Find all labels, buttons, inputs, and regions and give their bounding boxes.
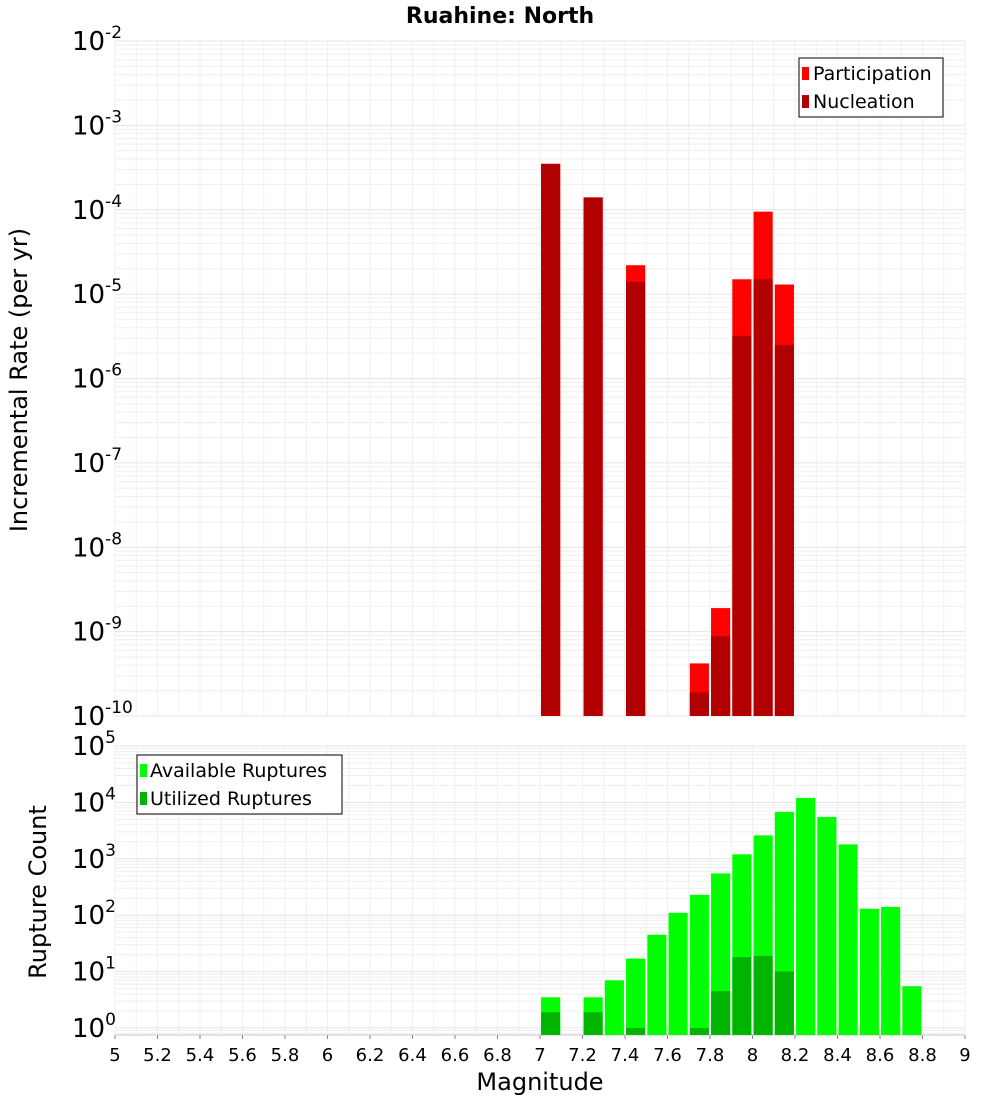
- legend-swatch-participation: [802, 67, 809, 80]
- x-tick-label: 8.2: [781, 1045, 810, 1066]
- y-tick-label: 10-4: [72, 192, 122, 226]
- bar-available-ruptures: [838, 844, 858, 1035]
- bar-utilized-ruptures: [732, 957, 752, 1035]
- x-tick-label: 5.4: [186, 1045, 215, 1066]
- chart-title: Ruahine: North: [406, 4, 594, 29]
- bar-available-ruptures: [881, 906, 901, 1035]
- legend-label-available: Available Ruptures: [150, 760, 327, 782]
- y-tick-label: 10-3: [72, 107, 122, 141]
- x-tick-label: 6.8: [483, 1045, 512, 1066]
- x-tick-label: 8.4: [823, 1045, 852, 1066]
- bar-nucleation: [774, 344, 794, 716]
- bottom-bars: [541, 797, 922, 1035]
- y-tick-label: 101: [72, 954, 116, 988]
- bar-nucleation: [711, 636, 731, 716]
- top-grid: [114, 40, 966, 717]
- y-tick-label: 10-9: [72, 614, 122, 648]
- bar-available-ruptures: [796, 797, 816, 1035]
- y-tick-label: 10-10: [72, 698, 133, 732]
- top-panel: 10-10 10-9 10-8 10-7 10-6 10-5 10-4 10-3 10-2 In…: [5, 23, 966, 732]
- bar-available-ruptures: [626, 958, 646, 1035]
- legend-label-utilized: Utilized Ruptures: [150, 788, 312, 810]
- legend-swatch-nucleation: [802, 95, 809, 108]
- x-tick-label: 5.2: [143, 1045, 172, 1066]
- bar-available-ruptures: [902, 986, 922, 1035]
- bar-available-ruptures: [668, 912, 688, 1035]
- y-tick-label: 10-6: [72, 361, 122, 395]
- top-y-axis-label: Incremental Rate (per yr): [5, 228, 33, 532]
- bottom-y-ticks: 100 101 102 103 104 105: [72, 728, 116, 1044]
- y-tick-label: 100: [72, 1010, 116, 1044]
- bar-utilized-ruptures: [711, 991, 731, 1035]
- y-tick-label: 102: [72, 897, 116, 931]
- legend-label-nucleation: Nucleation: [813, 91, 915, 113]
- bar-utilized-ruptures: [541, 1012, 561, 1035]
- x-ticks: 5 5.2 5.4 5.6 5.8 6 6.2 6.4 6.6 6.8 7 7.2 7.4 7.6 7.8 8…: [109, 1035, 971, 1066]
- x-tick-label: 6.2: [356, 1045, 385, 1066]
- y-tick-label: 103: [72, 841, 116, 875]
- bar-available-ruptures: [859, 908, 879, 1035]
- x-tick-label: 5.8: [271, 1045, 300, 1066]
- legend-swatch-available: [140, 764, 147, 777]
- top-y-ticks: 10-10 10-9 10-8 10-7 10-6 10-5 10-4 10-3 10-2: [72, 23, 133, 732]
- bar-utilized-ruptures: [626, 1027, 646, 1035]
- bar-utilized-ruptures: [774, 971, 794, 1035]
- x-tick-label: 6: [322, 1045, 333, 1066]
- bar-nucleation: [583, 197, 603, 717]
- y-tick-label: 10-8: [72, 529, 122, 563]
- x-tick-label: 7: [534, 1045, 545, 1066]
- bar-nucleation: [753, 279, 773, 716]
- x-tick-label: 8.8: [908, 1045, 937, 1066]
- bottom-legend: Available Ruptures Utilized Ruptures: [136, 754, 343, 815]
- y-tick-label: 104: [72, 784, 116, 818]
- x-tick-label: 6.6: [441, 1045, 470, 1066]
- x-tick-label: 9: [959, 1045, 970, 1066]
- bar-nucleation: [541, 163, 561, 717]
- bar-nucleation: [732, 335, 752, 716]
- legend-label-participation: Participation: [813, 63, 932, 85]
- bottom-panel: 100 101 102 103 104 105 5 5.2 5.4 5.6 5.8 6 6.2 6.4 6…: [24, 728, 971, 1096]
- x-tick-label: 8: [747, 1045, 758, 1066]
- bar-available-ruptures: [604, 980, 624, 1035]
- bar-available-ruptures: [689, 894, 709, 1035]
- top-legend-box: [798, 57, 944, 118]
- y-tick-label: 10-2: [72, 23, 122, 57]
- bar-available-ruptures: [647, 934, 667, 1035]
- bar-nucleation: [689, 692, 709, 716]
- x-tick-label: 6.4: [398, 1045, 427, 1066]
- x-tick-label: 5: [109, 1045, 120, 1066]
- x-tick-label: 8.6: [866, 1045, 895, 1066]
- bar-utilized-ruptures: [753, 955, 773, 1035]
- bar-nucleation: [626, 281, 646, 716]
- bar-utilized-ruptures: [689, 1027, 709, 1035]
- legend-swatch-utilized: [140, 792, 147, 805]
- bottom-y-axis-label: Rupture Count: [24, 805, 52, 979]
- x-axis-label: Magnitude: [476, 1068, 603, 1096]
- y-tick-label: 10-7: [72, 445, 122, 479]
- y-tick-label: 10-5: [72, 276, 122, 310]
- top-legend: Participation Nucleation: [798, 57, 944, 118]
- x-tick-label: 7.8: [696, 1045, 725, 1066]
- x-tick-label: 7.2: [568, 1045, 597, 1066]
- bar-available-ruptures: [817, 817, 837, 1035]
- x-tick-label: 7.4: [611, 1045, 640, 1066]
- bottom-legend-box: [136, 754, 343, 815]
- x-tick-label: 7.6: [653, 1045, 682, 1066]
- y-tick-label: 105: [72, 728, 116, 762]
- bar-utilized-ruptures: [583, 1012, 603, 1035]
- top-bars: [541, 163, 794, 717]
- x-tick-label: 5.6: [228, 1045, 257, 1066]
